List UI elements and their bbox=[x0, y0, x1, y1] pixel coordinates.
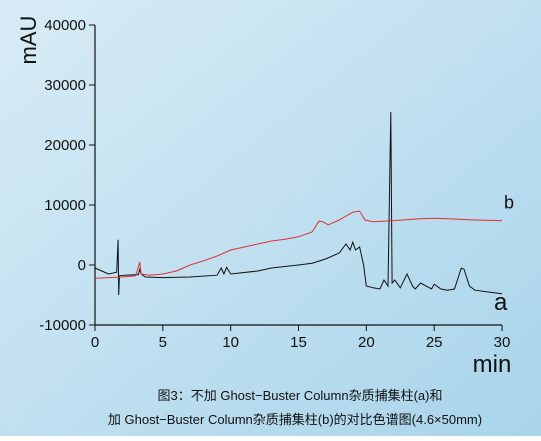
x-axis-label: min bbox=[473, 351, 512, 378]
caption: 加 Ghost−Buster Column杂质捕集柱(b)的对比色谱图(4.6×… bbox=[108, 412, 482, 427]
y-axis-label: mAU bbox=[16, 16, 41, 65]
x-tick-label: 15 bbox=[290, 334, 307, 351]
y-tick-label: -10000 bbox=[39, 317, 86, 334]
x-tick-label: 0 bbox=[91, 334, 99, 351]
series-label: a bbox=[494, 289, 508, 316]
series-line bbox=[94, 111, 503, 296]
caption: 图3：不加 Ghost−Buster Column杂质捕集柱(a)和 bbox=[158, 388, 443, 403]
series-line bbox=[94, 210, 503, 279]
x-tick-label: 10 bbox=[222, 334, 239, 351]
x-tick-label: 30 bbox=[494, 334, 511, 351]
y-tick-label: 40000 bbox=[44, 17, 86, 34]
y-tick-label: 10000 bbox=[44, 197, 86, 214]
y-tick-label: 20000 bbox=[44, 137, 86, 154]
y-tick-label: 30000 bbox=[44, 77, 86, 94]
y-tick-label: 0 bbox=[78, 257, 86, 274]
x-tick-label: 25 bbox=[426, 334, 443, 351]
x-tick-label: 20 bbox=[358, 334, 375, 351]
series-label: b bbox=[504, 193, 514, 213]
x-tick-label: 5 bbox=[159, 334, 167, 351]
